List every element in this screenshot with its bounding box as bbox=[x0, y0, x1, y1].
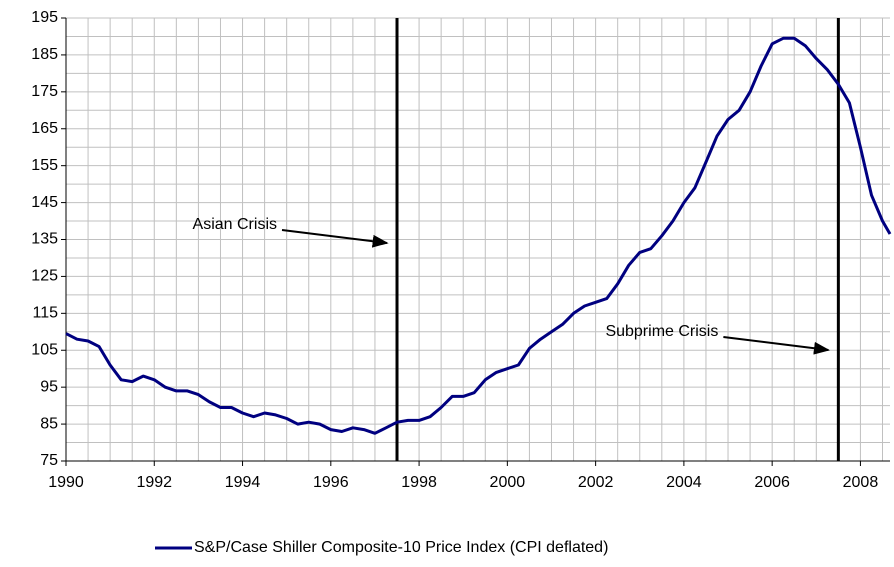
y-tick-label: 85 bbox=[40, 415, 58, 432]
y-tick-label: 145 bbox=[31, 194, 58, 211]
x-tick-label: 1992 bbox=[136, 474, 172, 491]
y-tick-label: 95 bbox=[40, 378, 58, 395]
series-line bbox=[65, 36, 892, 435]
x-tick-label: 2004 bbox=[666, 474, 702, 491]
y-tick-label: 175 bbox=[31, 83, 58, 100]
y-tick-label: 105 bbox=[31, 341, 58, 358]
x-tick-label: 1994 bbox=[225, 474, 261, 491]
y-tick-label: 155 bbox=[31, 157, 58, 174]
y-tick-label: 165 bbox=[31, 120, 58, 137]
y-tick-label: 75 bbox=[40, 452, 58, 469]
y-tick-label: 125 bbox=[31, 268, 58, 285]
y-tick-label: 185 bbox=[31, 46, 58, 63]
x-tick-label: 1990 bbox=[48, 474, 84, 491]
x-tick-label: 2002 bbox=[578, 474, 614, 491]
y-tick-label: 115 bbox=[32, 305, 58, 322]
event-label: Subprime Crisis bbox=[605, 323, 718, 340]
x-tick-label: 2006 bbox=[754, 474, 790, 491]
legend-label: S&P/Case Shiller Composite-10 Price Inde… bbox=[194, 539, 608, 556]
y-tick-label: 195 bbox=[31, 9, 58, 26]
x-tick-label: 1998 bbox=[401, 474, 437, 491]
x-tick-label: 1996 bbox=[313, 474, 349, 491]
y-tick-label: 135 bbox=[31, 231, 58, 248]
x-tick-label: 2000 bbox=[490, 474, 526, 491]
event-arrow bbox=[281, 229, 389, 248]
x-tick-label: 2008 bbox=[843, 474, 879, 491]
event-arrow bbox=[723, 336, 830, 355]
event-label: Asian Crisis bbox=[193, 216, 277, 233]
